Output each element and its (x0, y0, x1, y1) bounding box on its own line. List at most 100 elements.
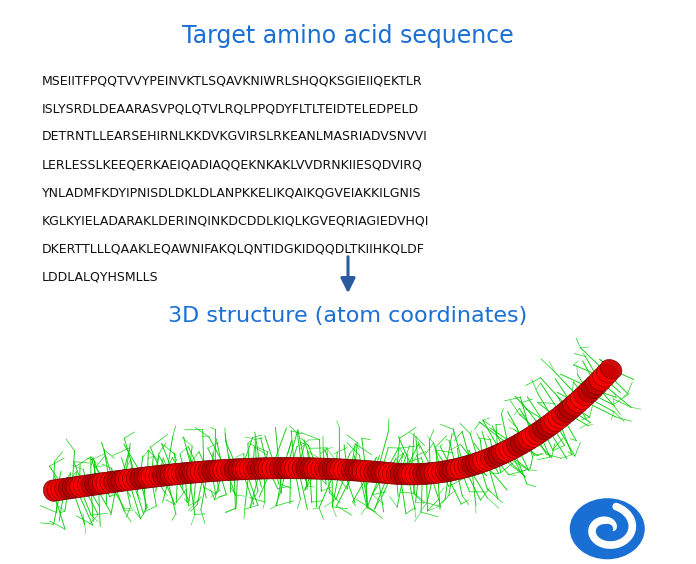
Ellipse shape (394, 464, 413, 485)
Ellipse shape (54, 478, 74, 500)
Ellipse shape (600, 359, 622, 379)
Ellipse shape (466, 453, 485, 474)
Ellipse shape (477, 450, 497, 470)
Ellipse shape (540, 414, 561, 434)
Ellipse shape (330, 459, 349, 480)
Ellipse shape (303, 458, 323, 479)
Text: ISLYSRDLDEAARASVPQLQTVLRQLPPQDYFLTLTEIDTELEDPELD: ISLYSRDLDEAARASVPQLQTVLRQLPPQDYFLTLTEIDT… (42, 102, 419, 115)
Ellipse shape (544, 412, 565, 431)
Ellipse shape (157, 465, 176, 486)
Ellipse shape (518, 429, 539, 450)
Ellipse shape (209, 460, 229, 481)
Text: LERLESSLKEEQERKAEIQADIAQQEKNKAKLVVDRNKIIESQDVIRQ: LERLESSLKEEQERKAEIQADIAQQEKNKAKLVVDRNKII… (42, 158, 423, 171)
Text: DETRNTLLEARSEHIRNLKKDVKGVIRSLRKEANLMASRIADVSNVVI: DETRNTLLEARSEHIRNLKKDVKGVIRSLRKEANLMASRI… (42, 130, 428, 143)
Ellipse shape (454, 457, 474, 478)
Ellipse shape (447, 459, 466, 480)
Ellipse shape (126, 468, 146, 490)
Ellipse shape (138, 466, 157, 488)
Ellipse shape (589, 372, 610, 391)
Ellipse shape (243, 458, 262, 479)
Ellipse shape (130, 468, 150, 489)
Ellipse shape (93, 473, 112, 494)
Ellipse shape (292, 457, 312, 479)
Ellipse shape (371, 462, 391, 483)
Ellipse shape (149, 465, 168, 487)
Ellipse shape (111, 470, 131, 491)
Ellipse shape (345, 460, 365, 481)
Ellipse shape (168, 463, 187, 484)
Ellipse shape (51, 479, 70, 500)
Ellipse shape (307, 458, 327, 479)
Ellipse shape (432, 461, 451, 483)
Ellipse shape (341, 460, 361, 481)
Ellipse shape (469, 452, 489, 473)
Ellipse shape (311, 458, 331, 479)
Ellipse shape (420, 462, 440, 484)
Ellipse shape (43, 480, 63, 501)
Ellipse shape (274, 457, 293, 479)
Ellipse shape (70, 476, 89, 497)
Ellipse shape (480, 448, 500, 469)
Ellipse shape (532, 420, 554, 440)
Ellipse shape (491, 443, 512, 464)
Ellipse shape (288, 457, 308, 479)
Ellipse shape (66, 477, 86, 498)
Ellipse shape (145, 466, 165, 487)
Ellipse shape (81, 474, 101, 496)
Ellipse shape (424, 462, 443, 484)
Ellipse shape (152, 465, 173, 486)
Ellipse shape (555, 403, 576, 422)
Ellipse shape (562, 396, 584, 416)
Ellipse shape (367, 461, 387, 483)
Ellipse shape (574, 386, 595, 406)
Ellipse shape (364, 461, 383, 482)
Text: MSEIITFPQQTVVYPEINVKTLSQAVKNIWRLSHQQKSGIEIIQEKTLR: MSEIITFPQQTVVYPEINVKTLSQAVKNIWRLSHQQKSGI… (42, 74, 422, 87)
Ellipse shape (269, 457, 289, 479)
Ellipse shape (409, 464, 429, 485)
Ellipse shape (443, 460, 463, 481)
Ellipse shape (525, 425, 546, 445)
Ellipse shape (592, 368, 615, 387)
Ellipse shape (175, 462, 195, 484)
Ellipse shape (258, 457, 278, 479)
Ellipse shape (548, 408, 569, 429)
Ellipse shape (360, 461, 379, 482)
Ellipse shape (375, 462, 395, 483)
Ellipse shape (397, 464, 418, 485)
Ellipse shape (96, 472, 116, 494)
Ellipse shape (537, 417, 557, 437)
Ellipse shape (567, 393, 588, 413)
Text: YNLADMFKDYIPNISDLDKLDLANPKKELIKQAIKQGVEIAKKILGNIS: YNLADMFKDYIPNISDLDKLDLANPKKELIKQAIKQGVEI… (42, 186, 422, 199)
Ellipse shape (458, 456, 477, 477)
Ellipse shape (62, 477, 82, 499)
Ellipse shape (435, 461, 455, 482)
Ellipse shape (503, 438, 523, 459)
Ellipse shape (349, 460, 368, 481)
Ellipse shape (338, 459, 357, 481)
Ellipse shape (280, 457, 301, 479)
Ellipse shape (300, 457, 319, 479)
Ellipse shape (266, 457, 285, 479)
Ellipse shape (333, 459, 353, 481)
Ellipse shape (529, 422, 550, 442)
Ellipse shape (216, 459, 237, 481)
Ellipse shape (115, 470, 134, 491)
Ellipse shape (47, 479, 67, 501)
Text: DKERTTLLLQAAKLEQAWNIFAKQLQNTIDGKIDQQDLTKIIHKQLDF: DKERTTLLLQAAKLEQAWNIFAKQLQNTIDGKIDQQDLTK… (42, 242, 425, 255)
Ellipse shape (439, 460, 459, 482)
Ellipse shape (326, 459, 346, 480)
Ellipse shape (194, 461, 214, 482)
Ellipse shape (514, 431, 535, 452)
Ellipse shape (58, 478, 78, 499)
Ellipse shape (596, 364, 618, 383)
Ellipse shape (198, 461, 218, 482)
Ellipse shape (88, 473, 109, 495)
Ellipse shape (461, 455, 482, 476)
Ellipse shape (499, 440, 519, 460)
Ellipse shape (581, 379, 603, 399)
Ellipse shape (235, 459, 255, 480)
Text: 3D structure (atom coordinates): 3D structure (atom coordinates) (168, 306, 528, 326)
Text: LDDLALQYHSMLLS: LDDLALQYHSMLLS (42, 270, 159, 283)
Ellipse shape (104, 471, 123, 492)
Ellipse shape (77, 475, 97, 496)
